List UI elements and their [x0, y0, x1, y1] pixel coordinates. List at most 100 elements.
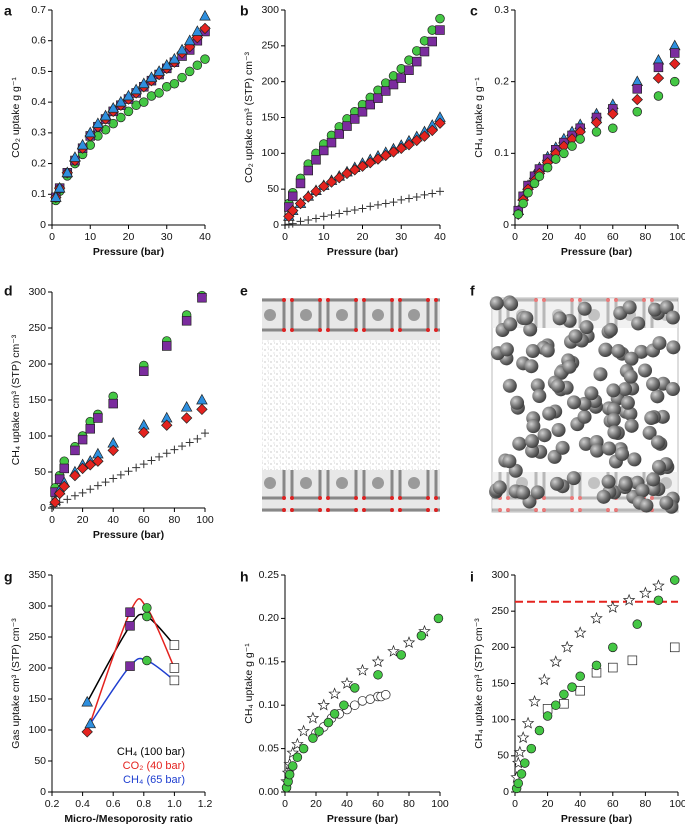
y-tick-label: 0: [40, 502, 46, 514]
marker: [180, 400, 193, 412]
marker: [155, 452, 164, 461]
marker: [412, 193, 421, 202]
x-tick-label: 0.4: [75, 798, 90, 810]
y-tick-label: 350: [28, 569, 46, 581]
marker: [405, 194, 413, 203]
marker: [526, 743, 537, 754]
methane-sphere: [502, 454, 517, 469]
marker: [319, 212, 328, 221]
methane-sphere: [642, 425, 657, 440]
marker: [76, 462, 89, 475]
methane-sphere: [639, 498, 654, 513]
marker: [168, 52, 181, 64]
marker: [130, 83, 142, 95]
x-tick-label: 80: [640, 231, 652, 243]
y-tick-label: 300: [28, 600, 46, 612]
x-axis-title: Pressure (bar): [561, 246, 632, 258]
y-axis-title: CH₄ uptake cm³ (STP) cm⁻³: [473, 618, 485, 749]
marker: [327, 210, 336, 219]
x-tick-label: 40: [199, 231, 211, 243]
x-tick-label: 0.2: [45, 798, 60, 810]
marker: [77, 434, 88, 445]
methane-sphere: [512, 436, 527, 451]
marker: [631, 93, 643, 106]
x-tick-label: 100: [669, 798, 685, 810]
marker: [84, 459, 96, 471]
marker: [63, 495, 72, 504]
x-axis-title: Pressure (bar): [561, 813, 632, 825]
series-line: [86, 613, 175, 703]
marker: [521, 716, 535, 729]
marker: [560, 640, 574, 653]
methane-sphere: [584, 386, 599, 401]
marker: [115, 95, 127, 107]
marker: [302, 191, 314, 203]
series-line: [89, 657, 175, 725]
marker: [199, 22, 211, 35]
x-tick-label: 20: [123, 231, 135, 243]
marker: [559, 699, 569, 709]
marker: [297, 724, 310, 737]
marker: [523, 188, 533, 198]
marker: [372, 153, 384, 165]
marker: [185, 438, 194, 447]
marker: [669, 642, 680, 653]
marker: [350, 700, 360, 710]
methane-sphere: [666, 340, 681, 355]
y-tick-label: 0.1: [494, 147, 509, 159]
methane-sphere: [631, 316, 646, 331]
marker: [608, 662, 618, 673]
methane-sphere: [492, 480, 507, 495]
x-tick-label: 0: [512, 231, 518, 243]
y-tick-label: 0.4: [31, 96, 46, 108]
marker: [323, 717, 334, 728]
marker: [50, 191, 62, 202]
marker: [84, 126, 97, 138]
marker: [542, 162, 553, 173]
marker: [416, 631, 427, 641]
marker: [70, 491, 79, 500]
x-tick-label: 80: [403, 798, 415, 810]
methane-sphere: [550, 378, 565, 393]
marker: [161, 419, 173, 431]
y-tick-label: 0.2: [31, 157, 46, 169]
marker: [81, 695, 93, 707]
marker: [183, 34, 196, 46]
marker: [288, 761, 298, 771]
marker: [160, 59, 173, 70]
marker: [381, 86, 391, 96]
marker: [314, 726, 324, 736]
y-tick-label: 100: [28, 430, 46, 442]
methane-sphere: [525, 344, 540, 359]
marker: [652, 579, 665, 592]
marker: [426, 124, 438, 137]
marker: [85, 424, 95, 434]
x-tick-label: 20: [542, 798, 554, 810]
marker: [287, 204, 299, 217]
marker: [319, 145, 329, 156]
x-tick-label: 0: [49, 514, 55, 526]
methane-sphere: [607, 425, 622, 440]
chart-panel: h 0.00 0.05 0.10 0.15 0.20 0.25 0 20 40 60 80 100 Pre…: [240, 569, 449, 825]
marker: [84, 717, 97, 729]
marker: [632, 619, 642, 629]
methane-sphere: [562, 359, 577, 374]
marker: [427, 36, 438, 47]
x-axis-title: Pressure (bar): [93, 529, 164, 541]
methane-sphere: [603, 322, 618, 337]
marker: [350, 205, 359, 214]
marker: [434, 117, 446, 129]
marker: [607, 108, 619, 120]
marker: [395, 142, 407, 155]
marker: [606, 600, 620, 613]
marker: [294, 197, 307, 210]
marker: [59, 463, 69, 474]
marker: [436, 187, 444, 196]
marker: [371, 655, 385, 668]
marker: [373, 670, 383, 680]
marker: [341, 167, 353, 180]
marker: [310, 185, 322, 198]
x-tick-label: 20: [77, 514, 89, 526]
x-tick-label: 10: [84, 231, 96, 243]
